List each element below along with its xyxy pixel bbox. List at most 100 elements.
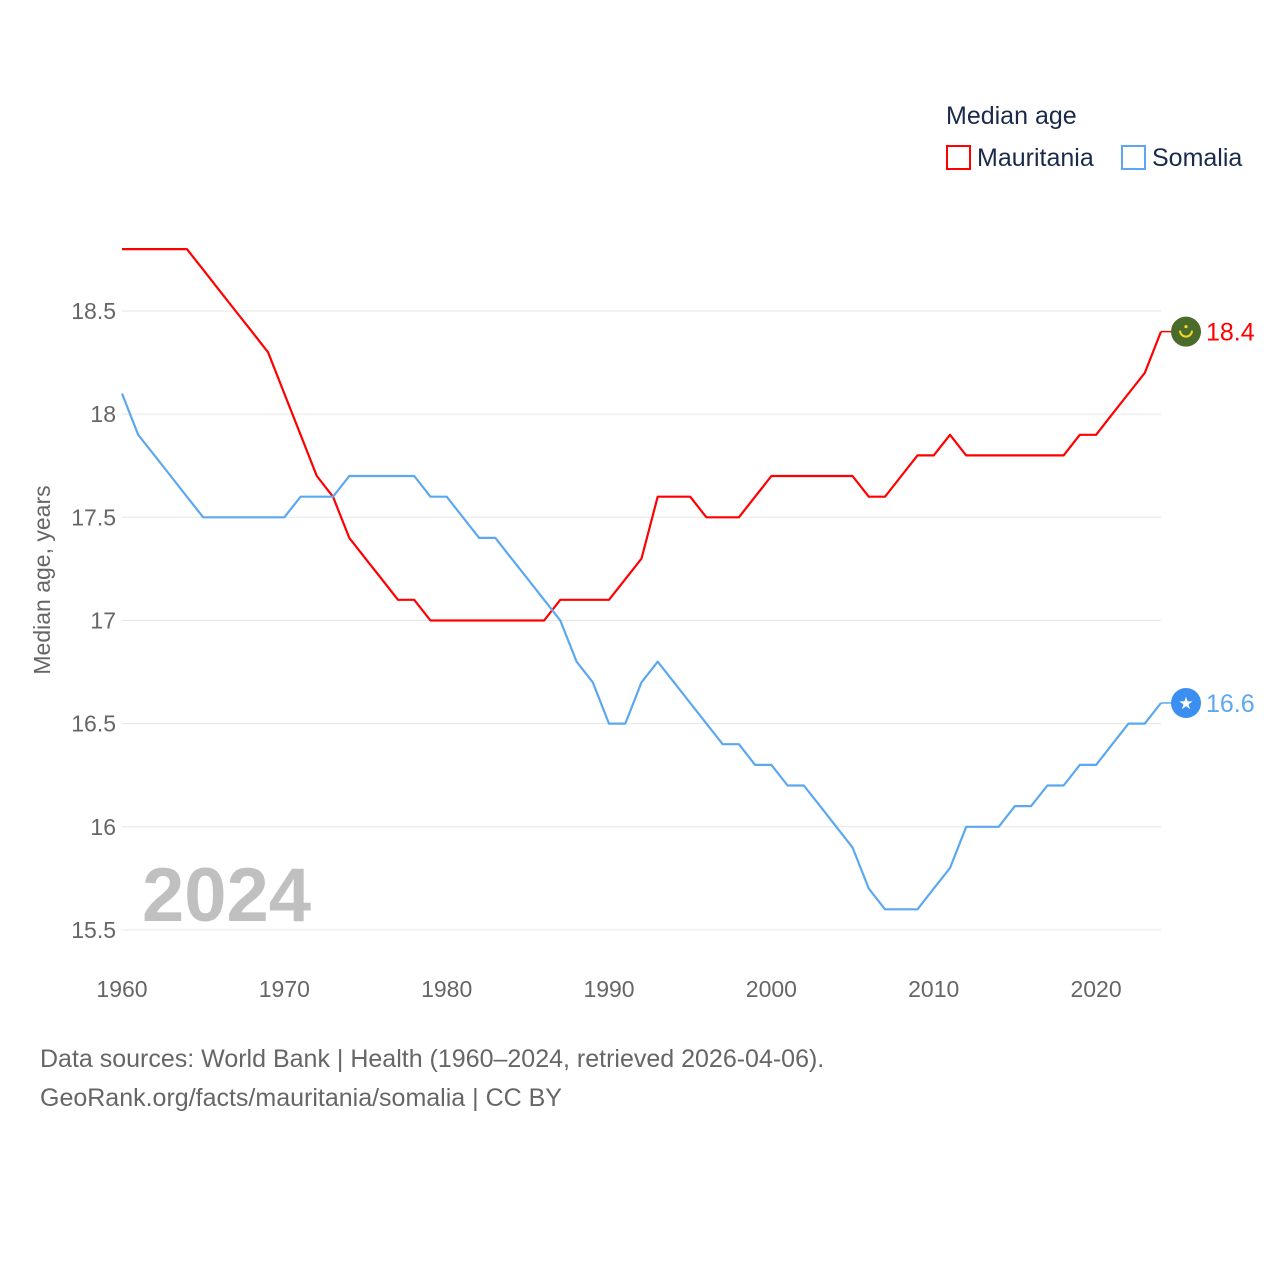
series-line-mauritania [122, 248, 1163, 622]
data-point [1044, 452, 1050, 458]
data-point [671, 679, 677, 685]
legend-swatch-somalia [1121, 145, 1146, 170]
data-point [379, 473, 385, 479]
data-point [525, 617, 531, 623]
data-point [476, 617, 482, 623]
data-point [476, 535, 482, 541]
x-tick-label: 1960 [96, 976, 147, 1002]
data-point [411, 473, 417, 479]
data-point [720, 514, 726, 520]
data-point [703, 514, 709, 520]
data-point [590, 597, 596, 603]
data-source-text: Data sources: World Bank | Health (1960–… [40, 1045, 825, 1073]
data-point [914, 452, 920, 458]
legend-swatch-mauritania [946, 145, 971, 170]
y-axis-title: Median age, years [29, 485, 55, 674]
data-point [216, 514, 222, 520]
data-point [249, 514, 255, 520]
data-point [1061, 782, 1067, 788]
data-point [639, 556, 645, 562]
data-point [1142, 721, 1148, 727]
data-point [833, 473, 839, 479]
x-tick-label: 1990 [583, 976, 634, 1002]
data-point [947, 432, 953, 438]
data-point [135, 432, 141, 438]
attribution-link[interactable]: GeoRank.org/facts/mauritania/somalia | C… [40, 1084, 562, 1112]
data-point [703, 721, 709, 727]
y-tick-label: 16.5 [71, 711, 116, 737]
data-point [200, 514, 206, 520]
data-point [1012, 803, 1018, 809]
data-point [1028, 452, 1034, 458]
data-point [444, 617, 450, 623]
data-point [509, 617, 515, 623]
data-point [427, 617, 433, 623]
data-point [622, 721, 628, 727]
data-point [898, 906, 904, 912]
data-point [1126, 721, 1132, 727]
data-point [931, 452, 937, 458]
data-point [1012, 452, 1018, 458]
data-point [1109, 741, 1115, 747]
data-point [931, 886, 937, 892]
data-point [184, 494, 190, 500]
data-point [833, 824, 839, 830]
y-tick-label: 15.5 [71, 917, 116, 943]
data-point [119, 246, 125, 252]
y-tick-label: 16 [90, 814, 116, 840]
y-tick-label: 18 [90, 401, 116, 427]
data-point [509, 556, 515, 562]
data-point [947, 865, 953, 871]
data-point [720, 741, 726, 747]
data-point [801, 473, 807, 479]
y-tick-label: 18.5 [71, 298, 116, 324]
data-point [768, 473, 774, 479]
data-point [1077, 432, 1083, 438]
legend-title: Median age [946, 102, 1077, 130]
data-point [379, 576, 385, 582]
star-icon [1184, 325, 1188, 329]
data-point [996, 824, 1002, 830]
data-point [492, 617, 498, 623]
data-point [330, 494, 336, 500]
x-tick-label: 2020 [1070, 976, 1121, 1002]
y-tick-label: 17 [90, 607, 116, 633]
end-value-label-mauritania: 18.4 [1206, 319, 1255, 347]
mauritania-flag-icon [1171, 316, 1201, 347]
data-point [1109, 411, 1115, 417]
data-point [1061, 452, 1067, 458]
data-point [346, 535, 352, 541]
data-point [866, 494, 872, 500]
data-point [1028, 803, 1034, 809]
data-point [1077, 762, 1083, 768]
data-point [184, 246, 190, 252]
data-point [168, 246, 174, 252]
data-point [817, 803, 823, 809]
data-point [752, 494, 758, 500]
data-point [655, 494, 661, 500]
data-point [492, 535, 498, 541]
data-point [979, 824, 985, 830]
y-tick-label: 17.5 [71, 504, 116, 530]
data-point [395, 473, 401, 479]
data-point [1093, 762, 1099, 768]
data-point [785, 782, 791, 788]
data-point [249, 329, 255, 335]
data-point [265, 514, 271, 520]
data-point [736, 514, 742, 520]
data-point [866, 886, 872, 892]
data-point [346, 473, 352, 479]
data-point [963, 824, 969, 830]
data-point [444, 494, 450, 500]
data-point [898, 473, 904, 479]
data-point [233, 308, 239, 314]
data-point [768, 762, 774, 768]
data-point [850, 844, 856, 850]
data-point [752, 762, 758, 768]
legend-label-mauritania: Mauritania [977, 144, 1094, 172]
x-tick-label: 1980 [421, 976, 472, 1002]
data-point [557, 597, 563, 603]
legend-label-somalia: Somalia [1152, 144, 1242, 172]
data-point [135, 246, 141, 252]
